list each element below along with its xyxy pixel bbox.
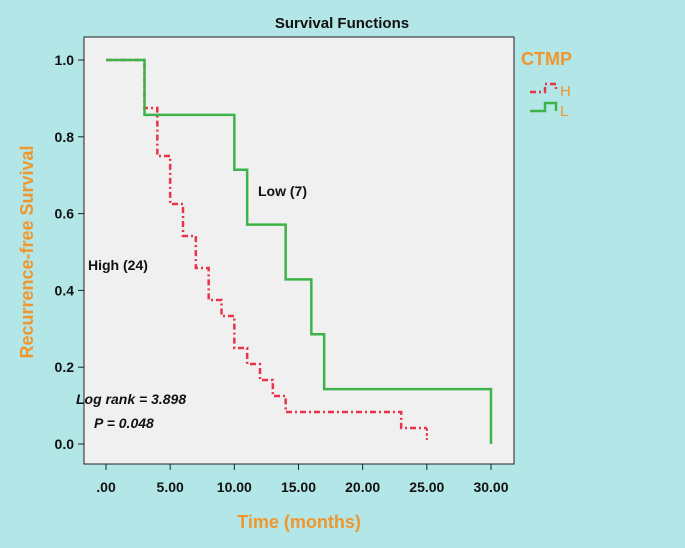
low-group-label: Low (7) — [258, 183, 307, 199]
legend-label-l: L — [560, 103, 568, 120]
x-tick-label: 5.00 — [157, 479, 184, 495]
x-tick-label: 20.00 — [345, 479, 380, 495]
y-tick-label: 0.2 — [55, 359, 75, 375]
y-tick-label: 0.4 — [55, 282, 75, 298]
plot-area — [83, 36, 515, 465]
high-group-label: High (24) — [88, 257, 148, 273]
survival-curve-l — [106, 58, 493, 444]
y-tick-label: 0.6 — [55, 206, 75, 222]
x-tick-label: .00 — [96, 479, 116, 495]
y-axis-label: Recurrence-free Survival — [17, 145, 37, 358]
x-axis: .00 5.00 10.00 15.00 20.00 25.00 30.00 — [96, 464, 509, 495]
x-axis-label: Time (months) — [237, 512, 361, 532]
legend: CTMP H L — [521, 49, 572, 120]
x-tick-label: 30.00 — [473, 479, 508, 495]
survival-curves — [106, 58, 493, 444]
legend-title: CTMP — [521, 49, 572, 69]
y-tick-label: 1.0 — [55, 52, 75, 68]
x-tick-label: 25.00 — [409, 479, 444, 495]
y-tick-label: 0.8 — [55, 129, 75, 145]
chart-title: Survival Functions — [275, 15, 409, 32]
x-tick-label: 15.00 — [281, 479, 316, 495]
survival-curve-h — [106, 58, 427, 430]
pvalue-annotation: P = 0.048 — [94, 415, 154, 431]
legend-swatch-l — [530, 101, 558, 113]
logrank-annotation: Log rank = 3.898 — [76, 391, 186, 407]
x-tick-label: 10.00 — [217, 479, 252, 495]
legend-label-h: H — [560, 83, 571, 100]
legend-swatch-h — [530, 82, 558, 94]
y-tick-label: 0.0 — [55, 436, 75, 452]
y-axis: 0.0 0.2 0.4 0.6 0.8 1.0 — [55, 52, 84, 452]
